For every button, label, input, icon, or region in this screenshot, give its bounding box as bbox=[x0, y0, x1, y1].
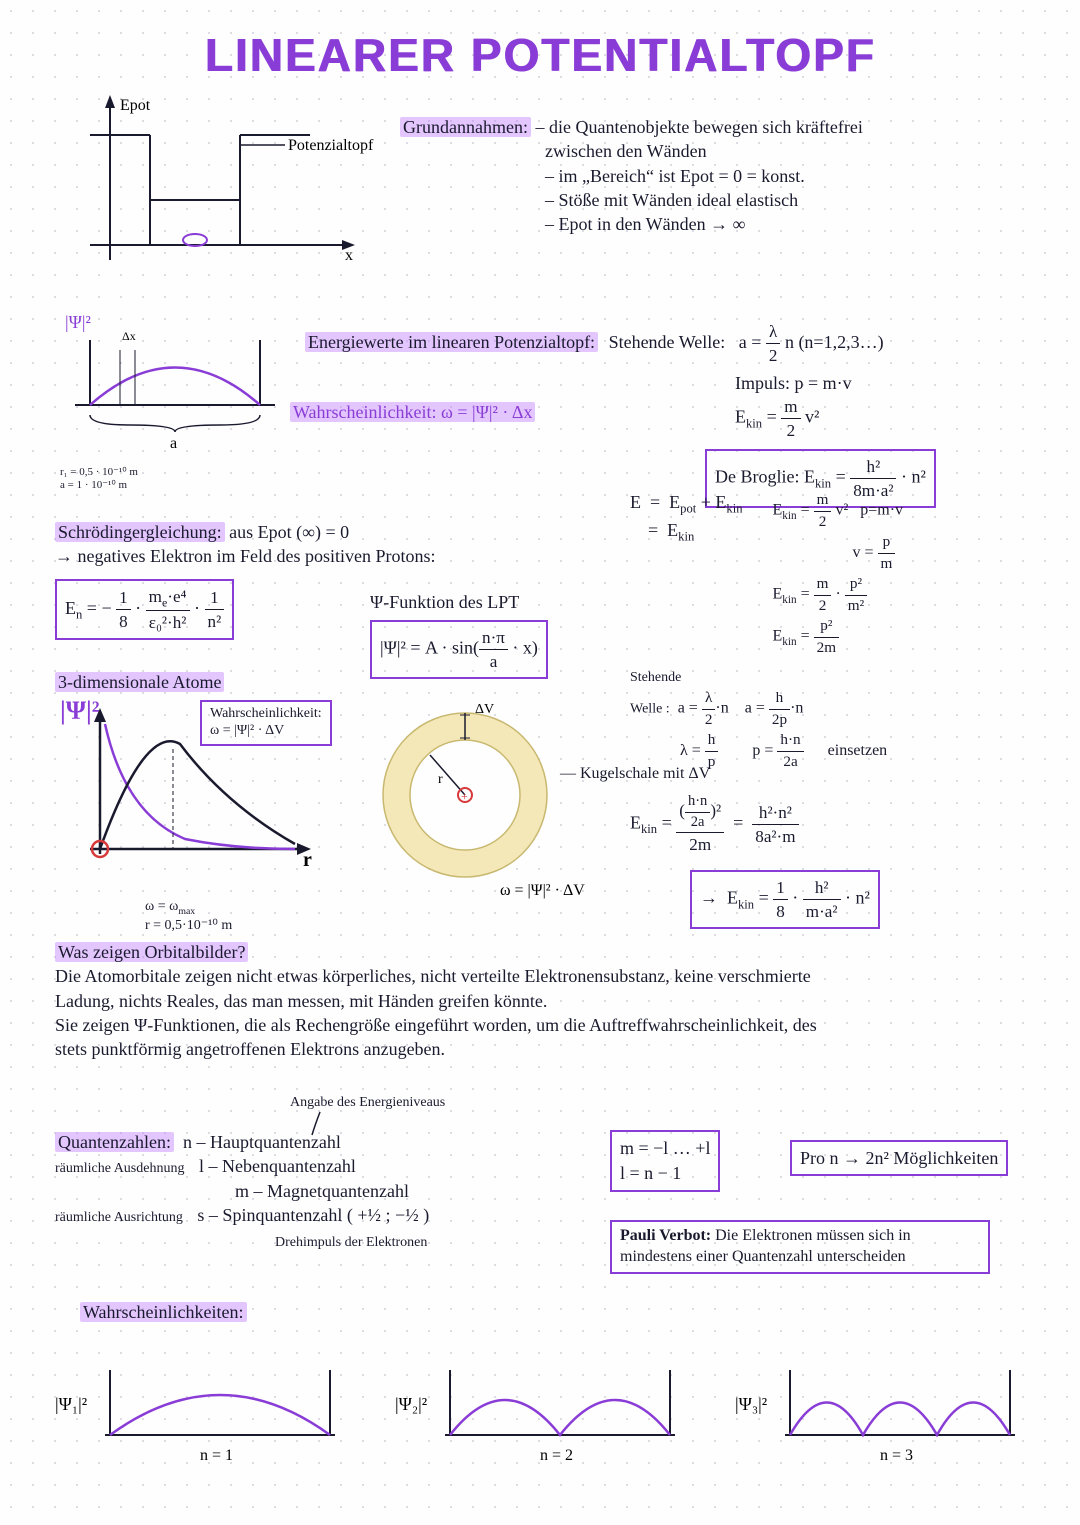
svg-text:n = 3: n = 3 bbox=[880, 1447, 913, 1464]
ml-box: m = −l … +l l = n − 1 bbox=[610, 1130, 720, 1192]
ekin-final-box: → Ekin = 18 · h²m·a² · n² bbox=[690, 870, 880, 929]
r-value: r = 0,5·10⁻¹⁰ m bbox=[145, 917, 335, 934]
a-value: a = 1 · 10⁻¹⁰ m bbox=[60, 478, 300, 491]
svg-text:r: r bbox=[303, 849, 312, 871]
qz-n: n – Hauptquantenzahl bbox=[183, 1132, 341, 1152]
orbitalbilder-block: Was zeigen Orbitalbilder? Die Atomorbita… bbox=[55, 940, 1045, 1061]
quantenzahlen-block: Quantenzahlen: n – Hauptquantenzahl räum… bbox=[55, 1130, 615, 1253]
quantenzahlen-heading: Quantenzahlen: bbox=[55, 1132, 174, 1152]
assumption-line: – die Quantenobjekte bewegen sich kräfte… bbox=[535, 117, 862, 137]
qz-drehimpuls: Drehimpuls der Elektronen bbox=[275, 1235, 427, 1250]
wahrscheinlichkeiten-heading: Wahrscheinlichkeiten: bbox=[80, 1300, 247, 1324]
qz-s: s – Spinquantenzahl ( +½ ; −½ ) bbox=[197, 1205, 429, 1225]
svg-text:ΔV: ΔV bbox=[475, 702, 494, 717]
energiewerte-block: Energiewerte im linearen Potenzialtopf: … bbox=[305, 320, 1055, 508]
einsetzen-label: einsetzen bbox=[828, 742, 888, 759]
svg-text:a: a bbox=[170, 435, 177, 452]
orbital-p2: Ladung, nichts Reales, das man messen, m… bbox=[55, 991, 547, 1011]
wave-plots: |Ψ₁|² n = 1 |Ψ₂|² n = 2 |Ψ₃|² n = 3 bbox=[50, 1350, 1030, 1475]
svg-text:r: r bbox=[438, 772, 443, 787]
well-label: Potenzialtopf bbox=[288, 137, 374, 154]
pauli-box: Pauli Verbot: Die Elektronen müssen sich… bbox=[610, 1220, 990, 1274]
kugelschale-label: — Kugelschale mit ΔV bbox=[560, 760, 710, 785]
impuls-line: Impuls: p = m·v bbox=[735, 371, 1055, 395]
svg-text:|Ψ|²: |Ψ|² bbox=[60, 696, 100, 725]
psi-funktion-heading: Ψ-Funktion des LPT bbox=[370, 590, 548, 614]
assumption-line: – Epot in den Wänden → ∞ bbox=[545, 214, 745, 234]
qz-ausrichtung: räumliche Ausrichtung bbox=[55, 1210, 183, 1225]
wave-plot-2: |Ψ₂|² n = 2 bbox=[390, 1350, 690, 1475]
assumption-line: – Stöße mit Wänden ideal elastisch bbox=[545, 190, 798, 210]
psi-squared-diagram: |Ψ|² Δx a r₁ = 0,5 · 10⁻¹⁰ m a = 1 · 10⁻… bbox=[50, 310, 300, 491]
schroedinger-heading: Schrödingergleichung: bbox=[55, 522, 225, 542]
orbital-p1: Die Atomorbitale zeigen nicht etwas körp… bbox=[55, 966, 811, 986]
assumption-line: – im „Bereich“ ist Epot = 0 = konst. bbox=[545, 166, 805, 186]
svg-text:|Ψ₂|²: |Ψ₂|² bbox=[395, 1394, 427, 1414]
epot-label: Epot bbox=[120, 97, 151, 114]
svg-text:|Ψ|²: |Ψ|² bbox=[65, 312, 91, 332]
svg-text:|Ψ₃|²: |Ψ₃|² bbox=[735, 1394, 767, 1414]
kugelschale-diagram: ΔV r + ω = |Ψ|² · ΔV bbox=[360, 695, 600, 910]
grundannahmen-heading: Grundannahmen: bbox=[400, 117, 531, 137]
schroedinger-line2: → negatives Elektron im Feld des positiv… bbox=[55, 546, 435, 566]
orbital-p3: Sie zeigen Ψ-Funktionen, die als Recheng… bbox=[55, 1015, 817, 1035]
wave-plot-1: |Ψ₁|² n = 1 bbox=[50, 1350, 350, 1475]
qz-l: l – Nebenquantenzahl bbox=[199, 1156, 356, 1176]
schroedinger-sub: aus Epot (∞) = 0 bbox=[229, 522, 349, 542]
svg-text:Δx: Δx bbox=[122, 329, 136, 343]
svg-text:n = 1: n = 1 bbox=[200, 1447, 233, 1464]
qz-ausdehnung: räumliche Ausdehnung bbox=[55, 1161, 184, 1176]
wave-plot-3: |Ψ₃|² n = 3 bbox=[730, 1350, 1030, 1475]
svg-text:x: x bbox=[345, 247, 353, 264]
en-box: En = − 18 · me·e⁴ε₀²·h² · 1n² bbox=[55, 579, 234, 641]
page-title: LINEARER POTENTIALTOPF bbox=[0, 0, 1080, 82]
svg-text:|Ψ₁|²: |Ψ₁|² bbox=[55, 1394, 87, 1414]
energiewerte-heading: Energiewerte im linearen Potenzialtopf: bbox=[305, 332, 598, 352]
qz-m: m – Magnetquantenzahl bbox=[235, 1181, 409, 1201]
orbital-heading: Was zeigen Orbitalbilder? bbox=[55, 942, 248, 962]
derivation-block: E = Epot + Ekin = Ekin Ekin = m2 v² p=m·… bbox=[630, 490, 1070, 929]
psi-funktion-box: |Ψ|² = A · sin(n·πa · x) bbox=[370, 620, 548, 679]
grundannahmen-block: Grundannahmen: – die Quantenobjekte bewe… bbox=[400, 115, 1050, 236]
atome3d-heading: 3-dimensionale Atome bbox=[55, 672, 224, 692]
angabe-label: Angabe des Energieniveaus bbox=[290, 1095, 445, 1111]
orbital-p4: stets punktförmig angetroffenen Elektron… bbox=[55, 1039, 445, 1059]
wahrscheinlichkeit-3d-box: Wahrscheinlichkeit:ω = |Ψ|² · ΔV bbox=[200, 700, 332, 746]
psi-funktion-block: Ψ-Funktion des LPT |Ψ|² = A · sin(n·πa ·… bbox=[370, 590, 548, 679]
assumption-line: zwischen den Wänden bbox=[545, 141, 707, 161]
potential-well-diagram: Epot x Potenzialtopf bbox=[70, 90, 400, 295]
svg-text:n = 2: n = 2 bbox=[540, 1447, 573, 1464]
svg-text:+: + bbox=[461, 789, 468, 803]
svg-text:ω = |Ψ|² · ΔV: ω = |Ψ|² · ΔV bbox=[500, 882, 585, 899]
pron-box: Pro n → 2n² Möglichkeiten bbox=[790, 1140, 1008, 1176]
r1-value: r₁ = 0,5 · 10⁻¹⁰ m bbox=[60, 465, 300, 478]
